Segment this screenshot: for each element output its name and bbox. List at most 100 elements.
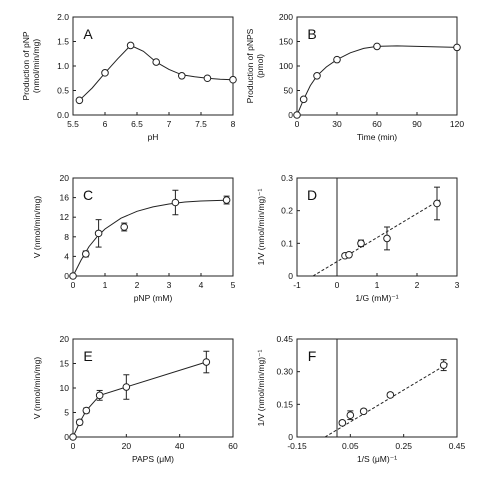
panel-b-y-axis-title: (pmol) <box>255 54 265 78</box>
panel-a-x-tick-label: 5.5 <box>67 119 79 129</box>
panel-c-x-tick-label: 5 <box>231 280 236 290</box>
panel-a-letter: A <box>83 26 93 42</box>
panel-c-x-axis-title: pNP (mM) <box>134 293 173 303</box>
panel-a-x-tick-label: 7 <box>167 119 172 129</box>
panel-c-data-point <box>82 250 90 258</box>
panel-f-y-tick-label: 0 <box>288 432 293 442</box>
panel-e-data-point <box>95 391 104 400</box>
panel-b-data-point <box>293 111 301 119</box>
panel-f-y-tick-label: 0.15 <box>276 399 293 409</box>
panel-c-y-tick-label: 4 <box>64 251 69 261</box>
panel-b-letter: B <box>307 26 316 42</box>
panel-d-frame <box>296 177 458 277</box>
panel-f-y-tick-label: 0.30 <box>276 367 293 377</box>
panel-a-data-point <box>178 72 186 80</box>
panel-c-y-tick-label: 16 <box>60 193 70 203</box>
panel-a-y-tick-label: 0.0 <box>57 110 69 120</box>
panel-e-data-point <box>75 418 84 427</box>
panel-d-data-point <box>345 250 353 259</box>
panel-e-y-axis-title: V (nmol/min/mg) <box>32 357 42 420</box>
panel-c-y-axis-title: V (nmol/min/mg) <box>32 196 42 259</box>
panel-c-data-point <box>69 272 77 280</box>
panel-d-data-point <box>433 199 441 208</box>
panel-a-y-axis-title: Production of pNP <box>21 31 31 100</box>
panel-a-data-point <box>75 96 84 105</box>
panel-e-x-tick-label: 0 <box>71 441 76 451</box>
panel-b-x-tick-label: 30 <box>332 119 342 129</box>
panel-a-x-tick-label: 7.5 <box>195 119 207 129</box>
panel-e-x-axis-title: PAPS (μM) <box>132 454 174 464</box>
panel-e-x-tick-label: 20 <box>122 441 132 451</box>
panel-d-data-point <box>383 234 391 243</box>
panel-a-data-point <box>152 58 160 66</box>
panel-a-frame <box>72 16 234 116</box>
panel-c-x-tick-label: 4 <box>199 280 204 290</box>
panel-c-data-point <box>171 198 180 207</box>
panel-b-frame <box>296 16 458 116</box>
panel-c-y-tick-label: 0 <box>64 271 69 281</box>
panel-b-y-tick-label: 200 <box>279 12 293 22</box>
panel-c-data-point <box>120 223 128 231</box>
panel-a-y-tick-label: 1.0 <box>57 61 69 71</box>
panel-e-data-point <box>69 433 77 441</box>
panel-e-y-tick-label: 5 <box>64 408 69 418</box>
panel-c-y-tick-label: 20 <box>60 173 70 183</box>
panel-d-data-point <box>357 239 365 248</box>
panel-f-data-point <box>439 361 448 369</box>
panel-f-x-tick-label: 0.45 <box>449 441 466 451</box>
panel-f-frame <box>296 338 458 438</box>
panel-d-y-axis-title: 1/V (nmol/min/mg)⁻¹ <box>256 188 266 265</box>
panel-f-letter: F <box>308 348 317 364</box>
panel-b-data-point <box>299 95 308 104</box>
panel-b-x-tick-label: 120 <box>450 119 464 129</box>
panel-c-letter: C <box>83 187 93 203</box>
panel-b-x-tick-label: 60 <box>372 119 382 129</box>
panel-e-data-point <box>82 406 91 415</box>
panel-c-data-point <box>222 196 231 204</box>
panel-f-fit-line <box>324 362 450 438</box>
panel-b-data-point <box>453 43 461 52</box>
panel-c-x-tick-label: 3 <box>167 280 172 290</box>
panel-f-x-tick-label: 0.25 <box>395 441 412 451</box>
panel-b-curve <box>296 45 458 116</box>
panel-f-y-tick-label: 0.45 <box>276 334 293 344</box>
panel-d-x-tick-label: 2 <box>415 280 420 290</box>
panel-d-y-tick-label: 0.2 <box>281 206 293 216</box>
panel-b-y-axis-title: Production of pNPS <box>245 28 255 103</box>
panel-a-data-point <box>101 69 109 77</box>
panel-b-x-axis-title: Time (min) <box>357 132 397 142</box>
panel-d-letter: D <box>307 187 317 203</box>
panel-a-x-tick-label: 6 <box>103 119 108 129</box>
panel-c-x-tick-label: 0 <box>71 280 76 290</box>
panel-e-x-tick-label: 60 <box>228 441 238 451</box>
panel-e-y-tick-label: 20 <box>60 334 70 344</box>
panel-b-data-point <box>373 42 381 51</box>
panel-e-x-tick-label: 40 <box>175 441 185 451</box>
panel-d-y-tick-label: 0.3 <box>281 173 293 183</box>
panel-f-y-axis-title: 1/V (nmol/min/mg)⁻¹ <box>256 349 266 426</box>
panel-b-y-tick-label: 100 <box>279 61 293 71</box>
panel-d-x-tick-label: -1 <box>293 280 301 290</box>
panel-a-x-tick-label: 8 <box>231 119 236 129</box>
panel-c-x-tick-label: 2 <box>135 280 140 290</box>
panel-f-x-tick-label: -0.15 <box>287 441 307 451</box>
panel-d-y-tick-label: 0.1 <box>281 238 293 248</box>
panel-d-y-tick-label: 0 <box>288 271 293 281</box>
panel-c-curve <box>72 199 230 277</box>
panel-e-y-tick-label: 0 <box>64 432 69 442</box>
panel-a-x-tick-label: 6.5 <box>131 119 143 129</box>
panel-f-data-point <box>386 391 395 399</box>
panel-c-data-point <box>94 229 103 238</box>
panel-a-y-axis-title: (nmol/min/mg) <box>31 39 41 93</box>
panel-d-x-axis-title: 1/G (mM)⁻¹ <box>355 293 398 303</box>
panel-e-frame <box>72 338 234 438</box>
panel-b-y-tick-label: 0 <box>288 110 293 120</box>
panel-f-x-tick-label: 0.05 <box>342 441 359 451</box>
panel-a-data-point <box>126 41 135 50</box>
panel-c-x-tick-label: 1 <box>103 280 108 290</box>
panel-a-y-tick-label: 0.5 <box>57 86 69 96</box>
panel-b-x-tick-label: 0 <box>295 119 300 129</box>
panel-f-data-point <box>359 407 368 416</box>
panel-a-y-tick-label: 2.0 <box>57 12 69 22</box>
